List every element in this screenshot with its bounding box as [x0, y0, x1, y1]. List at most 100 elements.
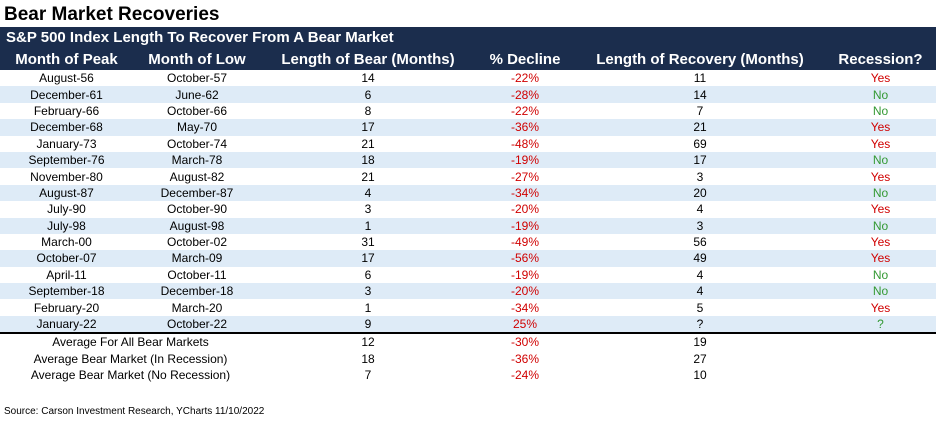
header-length-of-recovery: Length of Recovery (Months) — [575, 48, 825, 70]
cell-month-of-peak: September-18 — [0, 283, 133, 300]
cell-recession: No — [825, 283, 936, 300]
cell-month-of-low: March-09 — [133, 250, 261, 267]
cell-recession: Yes — [870, 169, 891, 184]
table-row: December-68 May-70 17 -36% 21 Yes — [0, 119, 936, 136]
cell-percent-decline: -34% — [475, 184, 575, 202]
table-row: January-22 October-22 9 25%?? — [0, 315, 936, 334]
summary-length-of-bear: 7 — [364, 368, 372, 383]
cell-recession: Yes — [870, 202, 891, 217]
cell-percent-decline: -49% — [510, 235, 539, 250]
cell-recession: No — [872, 267, 889, 282]
cell-length-of-recovery: 4 — [696, 267, 704, 282]
cell-percent-decline: -22% — [510, 71, 539, 86]
header-month-of-low: Month of Low — [133, 48, 261, 70]
cell-month-of-peak: December-68 — [0, 119, 133, 136]
cell-recession: Yes — [870, 71, 891, 86]
cell-month-of-low: March-78 — [133, 151, 261, 169]
cell-month-of-peak: July-98 — [0, 217, 133, 234]
cell-month-of-peak: August-87 — [0, 184, 133, 202]
cell-month-of-peak: January-73 — [36, 136, 97, 151]
cell-length-of-bear: 21 — [361, 136, 375, 151]
cell-length-of-bear: 31 — [361, 235, 375, 250]
page-title: Bear Market Recoveries — [4, 4, 220, 25]
cell-length-of-recovery: 3 — [575, 217, 825, 234]
cell-month-of-peak: February-20 — [33, 300, 100, 315]
summary-recession-empty — [825, 332, 936, 351]
cell-length-of-bear: 18 — [261, 151, 475, 169]
cell-percent-decline: -20% — [475, 283, 575, 300]
table-row: November-80 August-82 21 -27% 3 Yes — [0, 168, 936, 184]
cell-length-of-recovery: 20 — [575, 184, 825, 202]
cell-length-of-bear: 8 — [364, 103, 372, 118]
cell-length-of-bear: 6 — [364, 267, 372, 282]
cell-length-of-recovery: 17 — [575, 151, 825, 169]
summary-recession-empty — [825, 351, 936, 367]
cell-length-of-recovery: 21 — [575, 119, 825, 136]
cell-length-of-recovery: 3 — [696, 169, 704, 184]
summary-length-of-bear: 12 — [261, 332, 475, 351]
summary-row: Average Bear Market (No Recession) 7 -24% 1… — [0, 367, 936, 383]
cell-length-of-recovery: 49 — [575, 250, 825, 267]
summary-label: Average Bear Market (In Recession) — [33, 351, 228, 366]
cell-month-of-peak: April-11 — [46, 267, 87, 282]
table-row: April-11 October-11 6 -19% 4 No — [0, 267, 936, 283]
table-row: August-56 October-57 14 -22% 11 Yes — [0, 70, 936, 86]
cell-month-of-peak: October-07 — [0, 250, 133, 267]
cell-length-of-bear: 6 — [261, 86, 475, 103]
cell-percent-decline: -20% — [510, 202, 539, 217]
cell-length-of-bear: 3 — [364, 202, 372, 217]
cell-recession: Yes — [870, 136, 891, 151]
summary-recession-empty — [825, 367, 936, 383]
cell-recession: Yes — [870, 300, 891, 315]
cell-length-of-bear: 1 — [364, 300, 372, 315]
summary-percent-decline: -36% — [510, 351, 539, 366]
cell-length-of-recovery: 69 — [693, 136, 707, 151]
cell-recession: No — [825, 86, 936, 103]
table-row: September-18 December-18 3 -20% 4 No — [0, 283, 936, 300]
table-row: July-98 August-98 1 -19% 3 No — [0, 217, 936, 234]
cell-length-of-recovery: 14 — [575, 86, 825, 103]
cell-month-of-low: October-90 — [166, 202, 228, 217]
table-row: August-87 December-87 4 -34% 20 No — [0, 184, 936, 202]
cell-percent-decline: -27% — [510, 169, 539, 184]
cell-length-of-bear: 3 — [261, 283, 475, 300]
cell-recession: No — [872, 103, 889, 118]
summary-row: Average For All Bear Markets 12 -30% 19 — [0, 332, 936, 351]
table-row: March-00 October-02 31 -49% 56 Yes — [0, 234, 936, 250]
cell-recession: No — [825, 151, 936, 169]
cell-percent-decline: -19% — [475, 217, 575, 234]
cell-month-of-low: December-18 — [133, 283, 261, 300]
summary-label: Average For All Bear Markets — [0, 332, 261, 351]
cell-percent-decline: -34% — [510, 300, 539, 315]
cell-percent-decline: -36% — [475, 119, 575, 136]
header-month-of-peak: Month of Peak — [0, 48, 133, 70]
summary-label: Average Bear Market (No Recession) — [30, 368, 231, 383]
cell-recession: ? — [825, 315, 936, 334]
summary-percent-decline: -24% — [510, 368, 539, 383]
cell-month-of-peak: July-90 — [47, 202, 86, 217]
cell-month-of-peak: February-66 — [33, 103, 100, 118]
cell-month-of-low: October-66 — [166, 103, 228, 118]
cell-length-of-bear: 4 — [261, 184, 475, 202]
cell-length-of-recovery: 5 — [696, 300, 704, 315]
cell-month-of-peak: November-80 — [30, 169, 103, 184]
table-row: February-66 October-66 8 -22% 7 No — [0, 103, 936, 119]
table-row: October-07 March-09 17 -56% 49 Yes — [0, 250, 936, 267]
cell-percent-decline: 25% — [475, 315, 575, 334]
cell-recession: No — [825, 217, 936, 234]
cell-length-of-recovery: 4 — [696, 202, 704, 217]
cell-month-of-low: October-11 — [167, 267, 227, 282]
cell-length-of-bear: 21 — [361, 169, 375, 184]
cell-month-of-low: December-87 — [133, 184, 261, 202]
table-body: August-56 October-57 14 -22% 11 Yes December-6… — [0, 70, 936, 383]
cell-month-of-low: October-02 — [166, 235, 228, 250]
cell-month-of-low: June-62 — [133, 86, 261, 103]
summary-row: Average Bear Market (In Recession) 18 -36%… — [0, 351, 936, 367]
cell-length-of-recovery: 4 — [575, 283, 825, 300]
cell-month-of-peak: January-22 — [0, 315, 133, 334]
cell-recession: Yes — [870, 235, 891, 250]
bear-market-table: Month of Peak Month of Low Length of Bea… — [0, 48, 936, 383]
table-row: February-20 March-20 1 -34% 5 Yes — [0, 299, 936, 315]
cell-percent-decline: -28% — [475, 86, 575, 103]
summary-percent-decline: -30% — [475, 332, 575, 351]
